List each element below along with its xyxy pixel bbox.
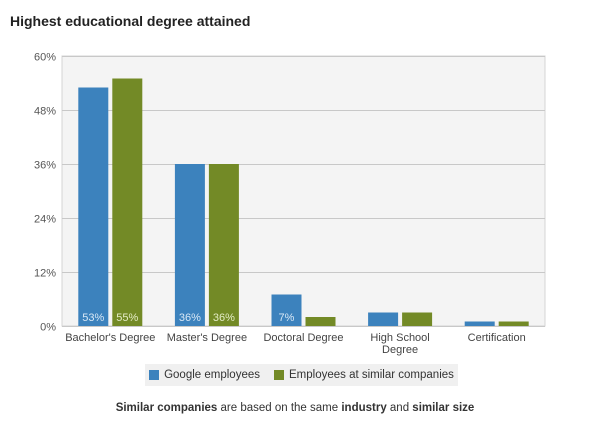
x-tick-label: Master's Degree bbox=[167, 332, 247, 344]
bar-similar bbox=[498, 321, 529, 326]
bar-google bbox=[174, 164, 205, 326]
legend-swatch-similar bbox=[274, 370, 284, 380]
chart-title: Highest educational degree attained bbox=[10, 13, 251, 29]
bar-similar bbox=[305, 317, 336, 326]
y-tick-label: 24% bbox=[34, 214, 56, 226]
y-tick-label: 48% bbox=[34, 106, 56, 118]
bar-similar bbox=[208, 164, 239, 326]
bar-data-label: 7% bbox=[279, 312, 295, 324]
x-tick-label: High School bbox=[370, 332, 429, 344]
plot-area bbox=[61, 55, 546, 327]
legend-label-google: Google employees bbox=[164, 369, 260, 381]
legend-swatch-google bbox=[149, 370, 160, 380]
y-tick-label: 36% bbox=[34, 160, 56, 172]
y-tick-label: 60% bbox=[34, 52, 56, 64]
x-tick-label: Degree bbox=[382, 344, 418, 356]
bar-data-label: 36% bbox=[179, 312, 201, 324]
footnote: Similar companies are based on the same … bbox=[0, 402, 590, 414]
bar-google bbox=[464, 321, 495, 326]
y-tick-label: 12% bbox=[34, 268, 56, 280]
footnote-bold-1: Similar companies bbox=[115, 402, 218, 414]
bar-google bbox=[368, 312, 399, 326]
bar-chart: 0% 12% 24% 36% 48% 60% 53% 55% Bachelor's Degree… bbox=[34, 52, 546, 356]
legend-label-similar: Employees at similar companies bbox=[289, 369, 454, 381]
bar-data-label: 53% bbox=[82, 312, 104, 324]
x-tick-label: Certification bbox=[468, 332, 526, 344]
bar-google bbox=[78, 87, 109, 326]
bar-data-label: 36% bbox=[213, 312, 235, 324]
chart-legend: Google employees Employees at similar co… bbox=[145, 364, 458, 386]
legend-item-google[interactable]: Google employees bbox=[149, 369, 260, 381]
bar-google bbox=[271, 294, 302, 326]
footnote-bold-3: similar size bbox=[412, 402, 475, 414]
footnote-text-2: and bbox=[386, 402, 413, 414]
bar-similar bbox=[402, 312, 433, 326]
footnote-bold-2: industry bbox=[341, 402, 387, 414]
footnote-text-1: are based on the same bbox=[217, 402, 342, 414]
bar-similar bbox=[112, 78, 143, 326]
legend-item-similar[interactable]: Employees at similar companies bbox=[274, 369, 454, 381]
bar-data-label: 55% bbox=[116, 312, 138, 324]
x-tick-label: Doctoral Degree bbox=[263, 332, 343, 344]
y-tick-label: 0% bbox=[40, 322, 56, 334]
x-tick-label: Bachelor's Degree bbox=[65, 332, 155, 344]
